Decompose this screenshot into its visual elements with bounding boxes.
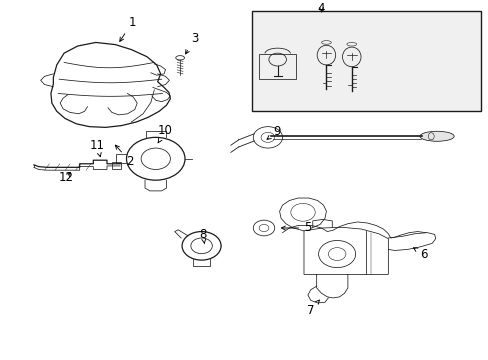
Bar [112, 162, 121, 170]
Text: 9: 9 [266, 125, 280, 139]
Text: 2: 2 [115, 145, 133, 168]
Text: 10: 10 [158, 125, 173, 143]
Text: 11: 11 [90, 139, 104, 157]
Text: 12: 12 [59, 171, 74, 184]
Ellipse shape [419, 131, 453, 141]
Text: 1: 1 [120, 15, 136, 41]
Text: 7: 7 [306, 300, 319, 316]
Text: 3: 3 [185, 32, 198, 54]
Bar [259, 54, 296, 79]
Text: 6: 6 [413, 248, 427, 261]
Text: 4: 4 [317, 2, 325, 15]
Bar [251, 12, 480, 111]
Text: 8: 8 [199, 228, 206, 244]
Text: 5: 5 [281, 221, 311, 234]
